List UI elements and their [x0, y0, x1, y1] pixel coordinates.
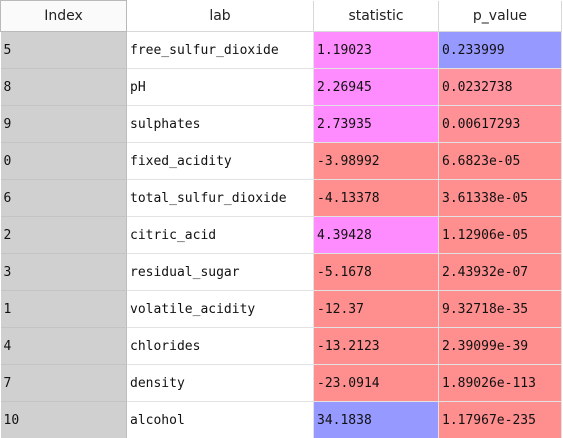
- table-row[interactable]: 9 sulphates 2.73935 0.00617293: [0, 105, 562, 143]
- cell-p-value[interactable]: 0.233999: [438, 31, 562, 69]
- cell-lab[interactable]: density: [126, 364, 314, 402]
- cell-index[interactable]: 1: [0, 290, 127, 328]
- cell-statistic[interactable]: 1.19023: [313, 31, 439, 69]
- table-row[interactable]: 7 density -23.0914 1.89026e-113: [0, 364, 562, 402]
- cell-lab[interactable]: fixed_acidity: [126, 142, 314, 180]
- cell-p-value[interactable]: 9.32718e-35: [438, 290, 562, 328]
- cell-statistic[interactable]: -13.2123: [313, 327, 439, 365]
- table-row[interactable]: 0 fixed_acidity -3.98992 6.6823e-05: [0, 142, 562, 180]
- cell-statistic[interactable]: -12.37: [313, 290, 439, 328]
- cell-index[interactable]: 6: [0, 179, 127, 217]
- cell-statistic[interactable]: 2.26945: [313, 68, 439, 106]
- table-row[interactable]: 10 alcohol 34.1838 1.17967e-235: [0, 401, 562, 438]
- table-row[interactable]: 1 volatile_acidity -12.37 9.32718e-35: [0, 290, 562, 328]
- cell-index[interactable]: 2: [0, 216, 127, 254]
- cell-p-value[interactable]: 1.17967e-235: [438, 401, 562, 438]
- cell-statistic[interactable]: -5.1678: [313, 253, 439, 291]
- table-row[interactable]: 8 pH 2.26945 0.0232738: [0, 68, 562, 106]
- header-row: Index lab statistic p_value: [0, 0, 562, 32]
- cell-p-value[interactable]: 2.43932e-07: [438, 253, 562, 291]
- cell-statistic[interactable]: -4.13378: [313, 179, 439, 217]
- cell-lab[interactable]: residual_sugar: [126, 253, 314, 291]
- table-row[interactable]: 5 free_sulfur_dioxide 1.19023 0.233999: [0, 31, 562, 69]
- cell-index[interactable]: 5: [0, 31, 127, 69]
- cell-p-value[interactable]: 6.6823e-05: [438, 142, 562, 180]
- cell-lab[interactable]: total_sulfur_dioxide: [126, 179, 314, 217]
- cell-statistic[interactable]: -23.0914: [313, 364, 439, 402]
- cell-statistic[interactable]: -3.98992: [313, 142, 439, 180]
- table-row[interactable]: 2 citric_acid 4.39428 1.12906e-05: [0, 216, 562, 254]
- cell-lab[interactable]: free_sulfur_dioxide: [126, 31, 314, 69]
- cell-lab[interactable]: chlorides: [126, 327, 314, 365]
- cell-p-value[interactable]: 3.61338e-05: [438, 179, 562, 217]
- table-row[interactable]: 6 total_sulfur_dioxide -4.13378 3.61338e…: [0, 179, 562, 217]
- cell-index[interactable]: 4: [0, 327, 127, 365]
- cell-lab[interactable]: sulphates: [126, 105, 314, 143]
- table-row[interactable]: 4 chlorides -13.2123 2.39099e-39: [0, 327, 562, 365]
- cell-statistic[interactable]: 34.1838: [313, 401, 439, 438]
- column-header-index[interactable]: Index: [0, 0, 127, 32]
- column-header-lab[interactable]: lab: [126, 0, 314, 32]
- cell-lab[interactable]: alcohol: [126, 401, 314, 438]
- column-header-statistic[interactable]: statistic: [313, 0, 439, 32]
- cell-p-value[interactable]: 1.89026e-113: [438, 364, 562, 402]
- cell-index[interactable]: 9: [0, 105, 127, 143]
- table-row[interactable]: 3 residual_sugar -5.1678 2.43932e-07: [0, 253, 562, 291]
- cell-index[interactable]: 7: [0, 364, 127, 402]
- cell-p-value[interactable]: 0.0232738: [438, 68, 562, 106]
- cell-statistic[interactable]: 2.73935: [313, 105, 439, 143]
- cell-index[interactable]: 3: [0, 253, 127, 291]
- cell-index[interactable]: 10: [0, 401, 127, 438]
- cell-p-value[interactable]: 2.39099e-39: [438, 327, 562, 365]
- cell-index[interactable]: 0: [0, 142, 127, 180]
- cell-p-value[interactable]: 0.00617293: [438, 105, 562, 143]
- cell-p-value[interactable]: 1.12906e-05: [438, 216, 562, 254]
- table-body: 5 free_sulfur_dioxide 1.19023 0.233999 8…: [0, 31, 562, 438]
- cell-statistic[interactable]: 4.39428: [313, 216, 439, 254]
- cell-lab[interactable]: volatile_acidity: [126, 290, 314, 328]
- column-header-p-value[interactable]: p_value: [438, 0, 562, 32]
- cell-index[interactable]: 8: [0, 68, 127, 106]
- cell-lab[interactable]: pH: [126, 68, 314, 106]
- cell-lab[interactable]: citric_acid: [126, 216, 314, 254]
